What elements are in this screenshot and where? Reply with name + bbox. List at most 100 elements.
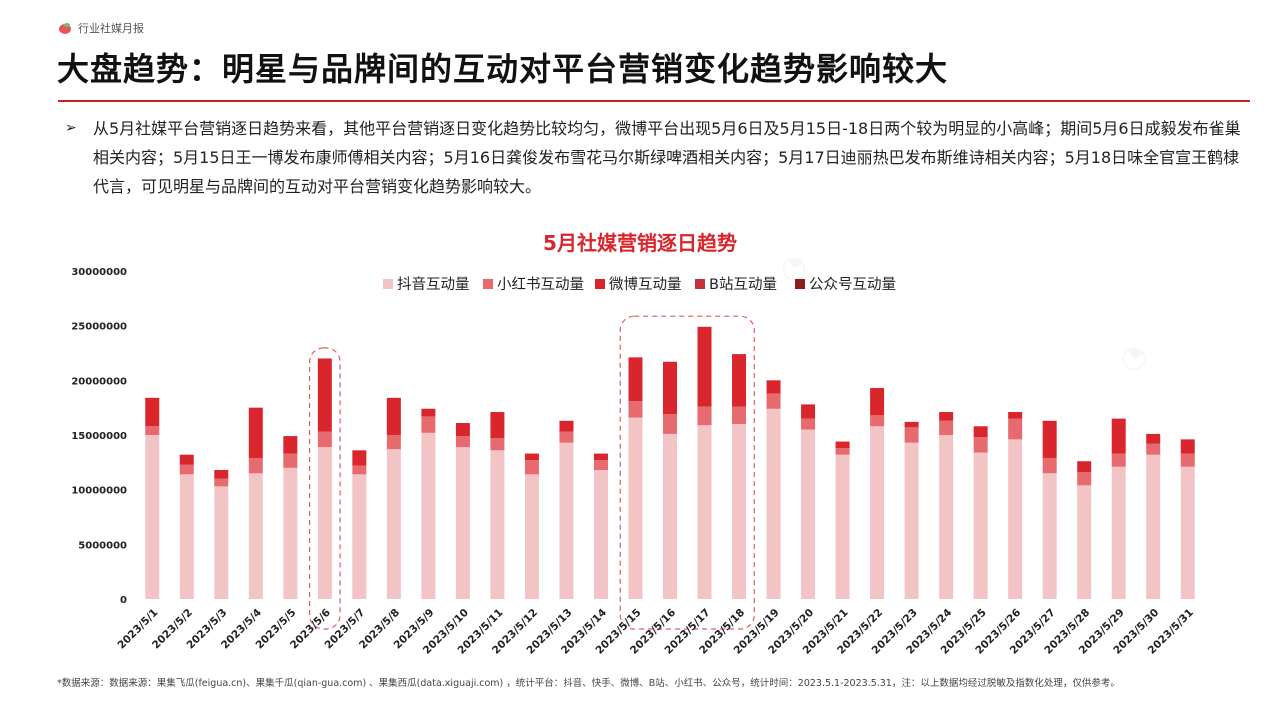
legend-label: 抖音互动量 xyxy=(397,276,470,293)
bar-segment xyxy=(455,447,470,599)
bar-segment xyxy=(801,404,816,419)
legend-label: 微博互动量 xyxy=(609,276,682,293)
legend-item: 小红书互动量 xyxy=(483,276,584,293)
bar-segment xyxy=(939,435,954,599)
bar-segment xyxy=(386,449,401,599)
bar-segment xyxy=(524,453,539,461)
bar-segment xyxy=(352,465,367,475)
bar-segment xyxy=(870,426,885,599)
legend-swatch xyxy=(795,279,805,289)
bar-segment xyxy=(179,454,194,465)
bar-segment xyxy=(835,454,850,599)
bar-segment xyxy=(145,435,160,599)
summary-text: 从5月社媒平台营销逐日趋势来看，其他平台营销逐日变化趋势比较均匀，微博平台出现5… xyxy=(93,119,1241,196)
bar-segment xyxy=(559,442,574,599)
summary-paragraph: ➢ 从5月社媒平台营销逐日趋势来看，其他平台营销逐日变化趋势比较均匀，微博平台出… xyxy=(65,114,1245,201)
y-tick-label: 15000000 xyxy=(71,431,127,442)
bar-segment xyxy=(663,433,677,599)
bar-segment xyxy=(697,406,712,426)
bar-segment xyxy=(559,420,574,432)
header-brand: 行业社媒月报 xyxy=(58,20,144,36)
bar-segment xyxy=(1042,420,1057,458)
bar-segment xyxy=(283,436,298,454)
bar-segment xyxy=(1146,443,1161,455)
bar-segment xyxy=(1146,433,1161,444)
legend-swatch xyxy=(695,279,705,289)
bar-segment xyxy=(732,354,747,407)
bar-segment xyxy=(421,416,436,433)
bar-segment xyxy=(835,448,850,455)
bar-segment xyxy=(145,426,160,435)
legend-swatch xyxy=(383,279,393,289)
bar-segment xyxy=(593,453,608,461)
legend-label: 公众号互动量 xyxy=(809,276,896,293)
bar-segment xyxy=(214,486,229,599)
bar-segment xyxy=(835,441,850,449)
legend-label: B站互动量 xyxy=(709,276,777,293)
bar-segment xyxy=(179,474,194,599)
bar-segment xyxy=(490,450,505,599)
bar-segment xyxy=(663,414,677,434)
bar-segment xyxy=(1111,466,1126,599)
bar-segment xyxy=(559,431,574,443)
legend-item: 公众号互动量 xyxy=(795,276,896,293)
bar-segment xyxy=(317,358,332,432)
bar-segment xyxy=(317,447,332,599)
legend-item: 抖音互动量 xyxy=(383,276,470,293)
bar-segment xyxy=(317,431,332,448)
bar-segment xyxy=(904,427,919,443)
data-source-footnote: *数据来源：数据来源：果集飞瓜(feigua.cn)、果集千瓜(qian-gua… xyxy=(57,678,1120,689)
bar-segment xyxy=(1077,485,1092,599)
bar-segment xyxy=(1111,418,1126,454)
y-tick-label: 10000000 xyxy=(71,486,127,497)
bar-segment xyxy=(766,380,781,394)
bar-segment xyxy=(697,425,712,599)
bullet-arrow-icon: ➢ xyxy=(65,120,77,136)
bar-segment xyxy=(455,422,470,437)
bar-segment xyxy=(801,429,816,599)
bar-segment xyxy=(490,438,505,451)
bar-segment xyxy=(593,469,608,599)
bar-segment xyxy=(870,415,885,427)
highlight-box xyxy=(619,315,755,630)
bar-segment xyxy=(766,393,781,409)
bar-segment xyxy=(1077,472,1092,486)
page-title: 大盘趋势：明星与品牌间的互动对平台营销变化趋势影响较大 xyxy=(57,50,949,88)
bar-segment xyxy=(1111,453,1126,467)
bar-segment xyxy=(1180,439,1195,454)
stacked-bar-chart: 5月社媒营销逐日趋势 抖音互动量 小红书互动量 微博互动量 B站互动量 公众号互动量 0… xyxy=(71,231,1196,657)
brand-logo-icon xyxy=(58,21,72,35)
bar-segment xyxy=(1180,453,1195,467)
bar-segment xyxy=(939,420,954,435)
bar-segment xyxy=(973,452,988,599)
bar-segment xyxy=(214,478,229,487)
bar-segment xyxy=(732,406,747,425)
bar-segment xyxy=(1008,412,1023,419)
title-divider xyxy=(58,100,1250,102)
y-tick-label: 20000000 xyxy=(71,376,127,387)
bar-segment xyxy=(697,326,712,407)
bar-segment xyxy=(145,397,160,427)
legend-item: 微博互动量 xyxy=(595,276,682,293)
bar-segment xyxy=(248,457,263,474)
chart-title: 5月社媒营销逐日趋势 xyxy=(543,231,737,255)
bar-segment xyxy=(1146,454,1161,599)
bar-segment xyxy=(352,450,367,466)
bar-segment xyxy=(663,361,677,415)
brand-name: 行业社媒月报 xyxy=(78,22,144,35)
bar-segment xyxy=(352,474,367,599)
bar-segment xyxy=(248,473,263,599)
legend-item: B站互动量 xyxy=(695,276,777,293)
bar-segment xyxy=(1180,466,1195,599)
bar-segment xyxy=(386,397,401,435)
bar-segment xyxy=(283,467,298,599)
highlight-box xyxy=(308,347,341,630)
bar-segment xyxy=(973,437,988,453)
bar-segment xyxy=(179,464,194,475)
bar-segment xyxy=(1008,418,1023,440)
bar-segment xyxy=(421,432,436,599)
legend-label: 小红书互动量 xyxy=(497,276,584,293)
bar-segment xyxy=(870,387,885,416)
bar-segment xyxy=(628,417,643,599)
bar-segment xyxy=(214,469,229,479)
